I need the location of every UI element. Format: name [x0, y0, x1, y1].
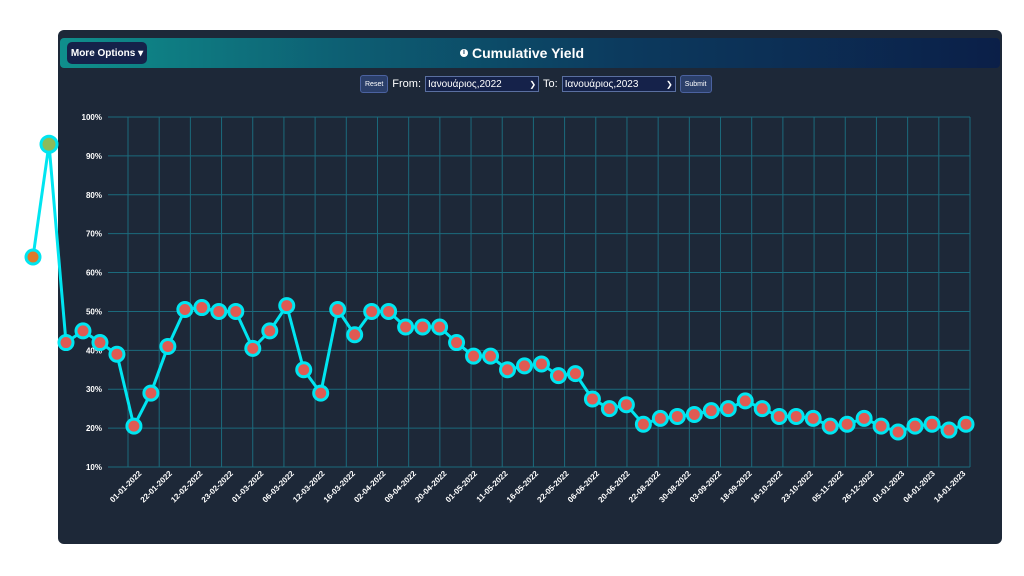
data-point — [855, 409, 873, 427]
y-tick-label: 70% — [86, 230, 102, 239]
more-options-label: More Options — [70, 47, 136, 59]
data-point — [549, 367, 567, 385]
data-point — [431, 318, 449, 336]
data-point — [244, 339, 262, 357]
data-point — [821, 417, 839, 435]
data-point — [532, 355, 550, 373]
data-point — [108, 345, 126, 363]
data-point — [923, 415, 941, 433]
data-point — [74, 322, 92, 340]
data-point — [210, 302, 228, 320]
from-label: From: — [392, 78, 422, 90]
data-point — [227, 302, 245, 320]
y-tick-label: 50% — [86, 307, 102, 316]
data-point — [685, 406, 703, 423]
chevron-down-icon: ❯ — [529, 79, 537, 89]
more-options-button[interactable]: More Options ▾ — [67, 42, 147, 64]
data-point — [91, 334, 109, 352]
data-point — [804, 409, 822, 427]
data-point — [957, 415, 975, 433]
data-point — [380, 302, 398, 320]
outlier-point — [24, 248, 42, 266]
y-tick-label: 60% — [86, 269, 102, 278]
data-point — [702, 402, 720, 420]
data-point — [159, 337, 177, 355]
series-line — [65, 304, 967, 434]
chevron-down-icon: ❯ — [666, 79, 673, 89]
data-point — [465, 347, 483, 365]
data-point — [889, 423, 907, 441]
to-label: To: — [543, 78, 558, 90]
data-point — [515, 357, 533, 375]
from-select[interactable]: Ιανουάριος,2022 ❯ — [425, 76, 540, 92]
data-point — [448, 334, 466, 352]
x-tick-label: 23-10-2022 — [780, 469, 816, 505]
data-point — [261, 322, 279, 340]
data-point — [753, 400, 771, 418]
chevron-down-icon: ▾ — [138, 47, 144, 59]
reset-button[interactable]: Reset — [360, 75, 389, 93]
chart-title-text: Cumulative Yield — [472, 45, 585, 61]
data-point — [634, 415, 652, 433]
data-point — [482, 347, 500, 365]
data-point — [363, 302, 381, 320]
y-tick-label: 90% — [86, 152, 102, 161]
data-point — [872, 417, 890, 435]
chart-header — [60, 38, 1000, 68]
chart-title: i Cumulative Yield — [460, 44, 584, 62]
data-point — [651, 409, 669, 427]
data-point — [193, 299, 211, 317]
y-tick-label: 20% — [86, 424, 102, 433]
data-point — [312, 384, 330, 402]
info-icon: i — [460, 49, 468, 57]
to-select[interactable]: Ιανουάριος,2023 ❯ — [561, 76, 676, 92]
data-point — [142, 384, 160, 402]
data-point — [906, 417, 924, 435]
y-tick-label: 30% — [86, 385, 102, 394]
y-tick-label: 80% — [86, 191, 102, 200]
chart-panel — [58, 30, 1002, 544]
to-select-value: Ιανουάριος,2023 — [564, 78, 639, 90]
y-tick-label: 100% — [82, 113, 102, 122]
data-point — [617, 396, 635, 414]
data-point — [346, 326, 364, 344]
data-point — [295, 361, 313, 379]
data-point — [736, 392, 754, 410]
data-point — [940, 421, 958, 439]
data-point — [329, 301, 347, 318]
x-tick-label: 14-01-2023 — [932, 469, 968, 505]
data-point — [600, 400, 618, 418]
data-point — [125, 417, 143, 435]
data-point — [57, 334, 75, 352]
data-point — [278, 297, 296, 315]
data-point — [583, 390, 601, 408]
data-point — [414, 318, 432, 336]
from-select-value: Ιανουάριος,2022 — [428, 78, 502, 90]
data-point — [838, 415, 856, 433]
outlier-point — [39, 134, 59, 154]
data-point — [787, 407, 805, 425]
y-tick-label: 10% — [86, 463, 102, 472]
data-point — [668, 407, 686, 425]
data-point — [176, 301, 194, 318]
y-tick-label: 40% — [86, 346, 102, 355]
data-point — [566, 365, 584, 383]
data-point — [770, 407, 788, 425]
data-point — [499, 361, 517, 379]
x-tick-label: 01-05-2022 — [444, 469, 480, 505]
data-point — [719, 400, 737, 418]
outlier-line — [31, 142, 68, 343]
date-range-controls: Reset From: Ιανουάριος,2022 ❯ To: Ιανουά… — [360, 74, 712, 94]
data-point — [397, 318, 415, 336]
submit-button[interactable]: Submit — [679, 75, 712, 93]
